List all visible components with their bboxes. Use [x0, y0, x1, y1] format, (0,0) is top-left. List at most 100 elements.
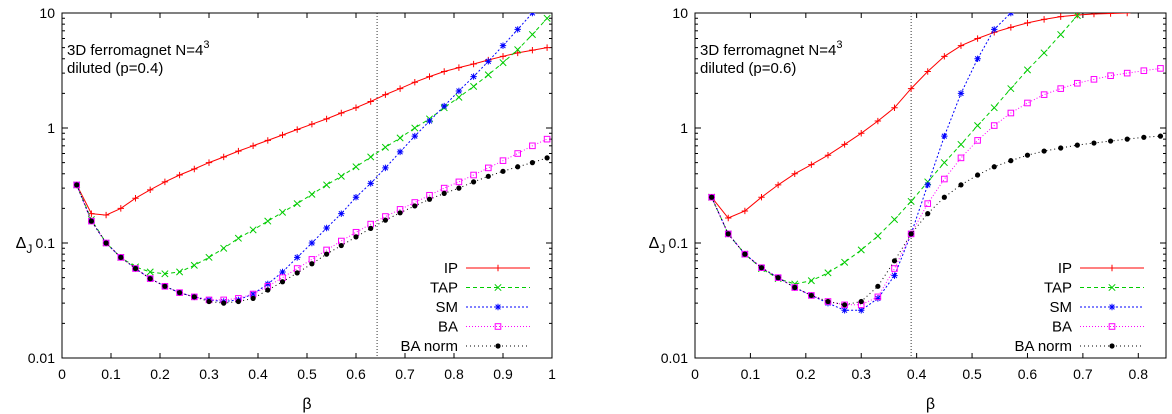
data-point-marker — [308, 120, 316, 128]
data-point-marker — [974, 35, 981, 42]
data-point-marker — [874, 295, 882, 302]
y-axis-label-subscript: J — [659, 242, 665, 256]
legend-label: SM — [436, 299, 459, 316]
data-point-marker — [132, 195, 139, 202]
x-tick-label: 0.2 — [796, 366, 816, 382]
data-point-marker — [279, 279, 286, 285]
data-point-marker — [352, 194, 360, 201]
data-point-marker — [529, 46, 536, 54]
x-tick-label: 0.8 — [1129, 366, 1149, 382]
data-point-marker — [1124, 136, 1130, 142]
data-point-marker — [543, 14, 551, 22]
data-point-marker — [352, 163, 360, 171]
data-point-marker — [957, 90, 965, 97]
data-point-marker — [368, 225, 374, 231]
data-point-marker — [724, 230, 732, 238]
y-axis-label-subscript: J — [26, 242, 32, 256]
data-point-marker — [161, 178, 169, 186]
series-line — [711, 67, 1161, 306]
annotation-text: 3D ferromagnet N=4 — [700, 42, 836, 59]
data-point-marker — [908, 231, 914, 237]
legend-marker — [1108, 264, 1116, 272]
data-point-marker — [323, 181, 331, 189]
data-point-marker — [891, 272, 898, 279]
data-point-marker — [907, 230, 915, 238]
data-point-marker — [774, 274, 782, 281]
data-point-marker — [220, 153, 227, 161]
legend: IP TAP SM BA BA norm — [1014, 260, 1144, 355]
data-point-marker — [162, 283, 168, 289]
legend-marker — [494, 264, 502, 272]
data-point-marker — [382, 91, 389, 98]
data-point-marker — [758, 264, 765, 271]
data-point-marker — [725, 214, 732, 222]
data-point-marker — [470, 171, 477, 179]
data-point-marker — [514, 49, 521, 57]
data-point-marker — [975, 172, 981, 178]
data-point-marker — [294, 126, 301, 133]
data-point-marker — [397, 210, 403, 216]
data-point-marker — [874, 293, 882, 301]
data-point-marker — [1123, 69, 1131, 77]
data-point-marker — [323, 115, 330, 123]
data-point-marker — [1107, 72, 1114, 79]
data-point-marker — [455, 178, 463, 186]
x-tick-label: 0.5 — [962, 366, 982, 382]
data-point-marker — [1074, 142, 1080, 148]
annotation-line-2: diluted (p=0.4) — [67, 60, 163, 77]
data-point-marker — [775, 275, 781, 281]
x-tick-label: 0.3 — [199, 366, 219, 382]
x-axis-label: β — [302, 396, 311, 413]
data-point-marker — [117, 205, 124, 212]
data-point-marker — [176, 171, 183, 179]
data-point-marker — [515, 164, 521, 170]
data-point-marker — [190, 261, 198, 269]
annotation-text: 3D ferromagnet N=4 — [67, 42, 203, 59]
y-axis-label: ΔJ — [649, 235, 666, 256]
data-point-marker — [958, 182, 964, 188]
x-tick-label: 0.2 — [150, 366, 170, 382]
data-point-marker — [411, 79, 418, 86]
data-point-marker — [842, 302, 848, 308]
data-point-marker — [1024, 152, 1031, 158]
data-point-marker — [941, 194, 947, 200]
data-point-marker — [337, 172, 345, 180]
data-point-marker — [221, 300, 227, 306]
data-point-marker — [890, 215, 899, 224]
data-point-marker — [1008, 158, 1014, 164]
data-point-marker — [808, 292, 815, 299]
data-point-marker — [353, 234, 359, 240]
y-tick-label: 0.01 — [661, 350, 688, 366]
y-tick-label: 10 — [39, 5, 55, 21]
x-tick-label: 0.4 — [248, 366, 268, 382]
data-point-marker — [367, 180, 374, 187]
data-point-marker — [147, 186, 154, 194]
data-point-marker — [441, 190, 447, 196]
x-tick-label: 0.1 — [101, 366, 121, 382]
data-point-marker — [308, 190, 316, 198]
data-point-marker — [1140, 67, 1148, 74]
legend-label: SM — [1050, 299, 1073, 316]
data-point-marker — [205, 253, 213, 261]
series-layer — [73, 13, 551, 306]
data-point-marker — [1091, 140, 1097, 146]
series-ip — [708, 13, 1131, 222]
legend-marker — [494, 303, 502, 311]
x-tick-label: 0.8 — [444, 366, 464, 382]
data-point-marker — [411, 124, 419, 132]
data-point-marker — [426, 117, 433, 125]
data-point-marker — [367, 98, 374, 105]
data-point-marker — [941, 53, 948, 60]
data-point-marker — [875, 283, 881, 289]
data-point-marker — [191, 294, 197, 300]
data-point-marker — [499, 53, 507, 60]
data-point-marker — [484, 71, 492, 79]
data-point-marker — [1007, 24, 1015, 31]
data-point-marker — [338, 109, 345, 117]
data-point-marker — [118, 254, 124, 260]
data-point-marker — [235, 298, 241, 305]
data-point-marker — [103, 240, 109, 246]
data-point-marker — [1040, 91, 1048, 98]
series-ba — [708, 65, 1164, 309]
data-point-marker — [907, 85, 915, 92]
